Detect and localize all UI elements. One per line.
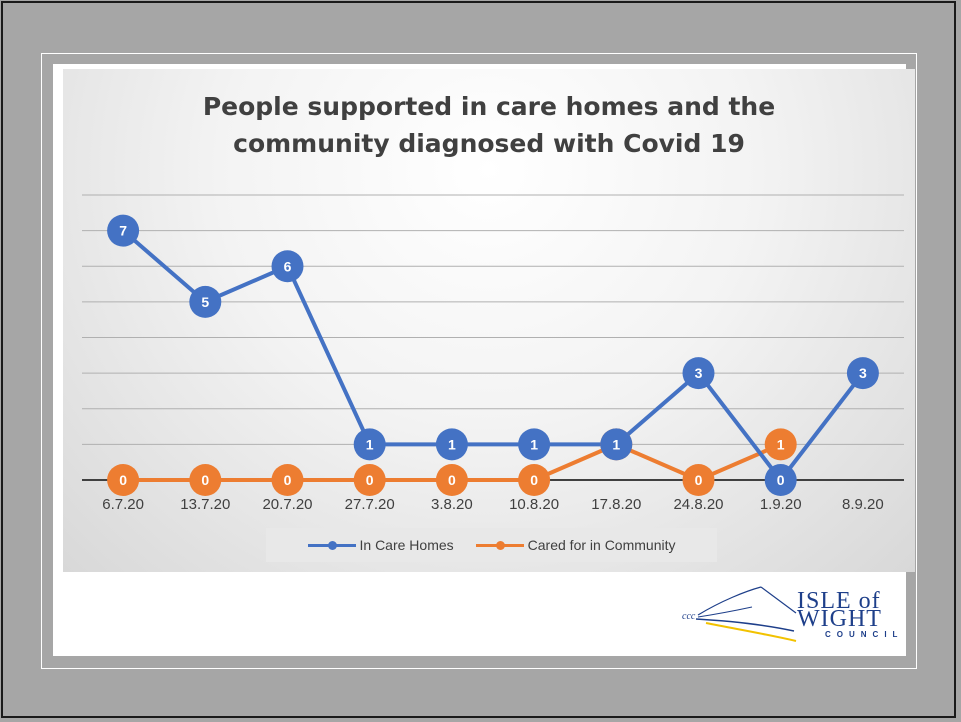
x-tick-label: 24.8.20 xyxy=(673,496,723,513)
data-label-community: 0 xyxy=(119,472,127,488)
chart-legend: In Care Homes Cared for in Community xyxy=(266,528,717,562)
data-point-community xyxy=(107,464,140,496)
data-label-care-homes: 3 xyxy=(695,365,703,381)
x-tick-label: 27.7.20 xyxy=(345,496,395,513)
x-tick-label: 1.9.20 xyxy=(760,496,802,513)
data-point-community xyxy=(435,464,468,496)
data-point-community xyxy=(189,464,222,496)
data-point-community xyxy=(518,464,551,496)
data-label-care-homes: 1 xyxy=(612,436,620,452)
data-label-community: 0 xyxy=(366,472,374,488)
chart-title-line-2: community diagnosed with Covid 19 xyxy=(233,129,745,158)
data-label-care-homes: 6 xyxy=(284,258,292,274)
data-label-care-homes: 5 xyxy=(201,294,209,310)
data-label-care-homes: 7 xyxy=(119,223,127,239)
x-tick-label: 8.9.20 xyxy=(842,496,884,513)
data-point-care-homes xyxy=(518,428,551,461)
chart-title: People supported in care homes and the c… xyxy=(63,88,915,162)
data-label-community: 1 xyxy=(777,436,785,452)
slide-inner-frame xyxy=(41,53,917,669)
x-tick-label: 10.8.20 xyxy=(509,496,559,513)
data-label-community: 0 xyxy=(530,472,538,488)
x-tick-label: 17.8.20 xyxy=(591,496,641,513)
legend-item-care-homes: In Care Homes xyxy=(307,537,454,553)
data-point-care-homes xyxy=(271,250,304,283)
data-point-community xyxy=(271,464,304,496)
data-point-community xyxy=(764,428,797,461)
logo-text-council: COUNCIL xyxy=(825,630,904,639)
data-label-community: 0 xyxy=(284,472,292,488)
x-tick-label: 13.7.20 xyxy=(180,496,230,513)
data-label-community: 0 xyxy=(201,472,209,488)
isle-of-wight-logo-icon: ccc xyxy=(682,586,797,642)
data-point-care-homes xyxy=(107,214,140,247)
data-label-care-homes: 3 xyxy=(859,365,867,381)
data-label-care-homes: 1 xyxy=(448,436,456,452)
data-point-care-homes xyxy=(189,285,222,318)
x-tick-label: 3.8.20 xyxy=(431,496,473,513)
data-point-care-homes xyxy=(764,464,797,496)
data-point-community xyxy=(353,464,386,496)
data-label-care-homes: 1 xyxy=(530,436,538,452)
x-tick-label: 6.7.20 xyxy=(102,496,144,513)
legend-swatch-care-homes xyxy=(307,539,356,551)
logo-text-isle-of: ISLE of xyxy=(797,588,881,614)
data-point-care-homes xyxy=(682,357,715,390)
data-point-community xyxy=(682,464,715,496)
data-label-community: 0 xyxy=(448,472,456,488)
series-line-care-homes xyxy=(121,229,865,482)
legend-swatch-community xyxy=(475,539,524,551)
legend-label-care-homes: In Care Homes xyxy=(359,537,454,553)
data-point-care-homes xyxy=(600,428,633,461)
data-point-care-homes xyxy=(435,428,468,461)
legend-item-community: Cared for in Community xyxy=(475,537,676,553)
data-point-care-homes xyxy=(353,428,386,461)
logo-text-wight: WIGHT xyxy=(797,606,882,632)
svg-text:ccc: ccc xyxy=(682,611,696,622)
x-tick-label: 20.7.20 xyxy=(262,496,312,513)
data-point-care-homes xyxy=(846,357,879,390)
data-label-community: 0 xyxy=(695,472,703,488)
data-label-care-homes: 0 xyxy=(777,472,785,488)
legend-label-community: Cared for in Community xyxy=(527,537,676,553)
data-label-care-homes: 1 xyxy=(366,436,374,452)
chart-title-line-1: People supported in care homes and the xyxy=(202,92,776,121)
